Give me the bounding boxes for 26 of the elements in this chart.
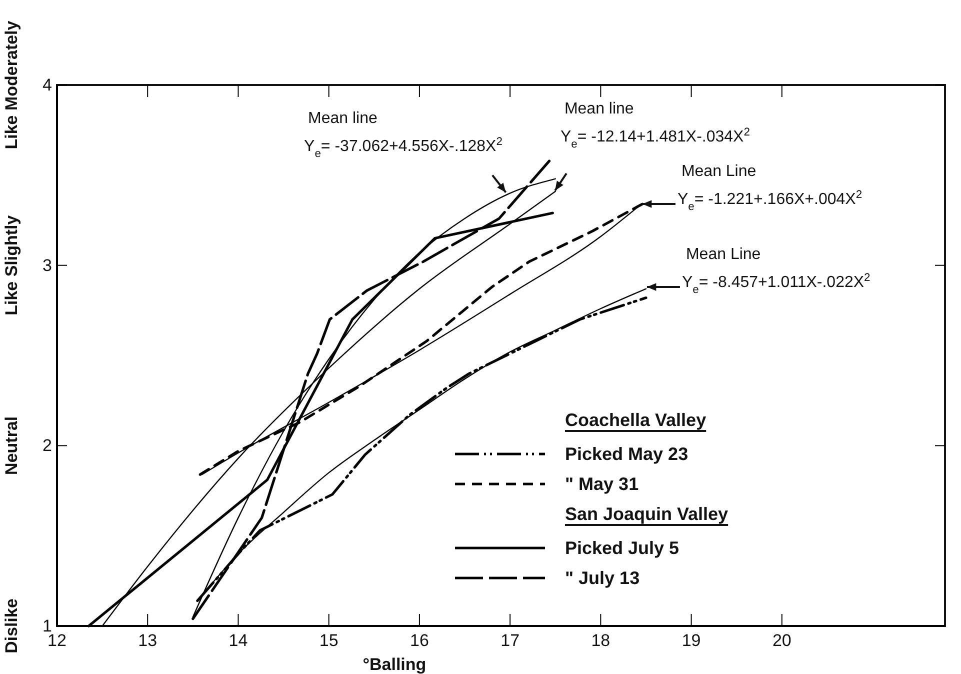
x-tick-label: 20 [772,631,792,650]
legend-label: Picked July 5 [565,538,680,558]
x-tick-label: 19 [682,631,701,650]
x-tick-label: 16 [410,631,429,650]
x-tick-label: 14 [228,631,248,650]
text: Like Moderately [2,20,21,150]
x-axis-title: °Balling [362,655,426,674]
legend-label: " May 31 [565,474,639,494]
x-tick-label: 13 [138,631,158,650]
text: Like Slightly [2,214,21,316]
x-tick-label: 15 [319,631,338,650]
x-tick-label: 18 [591,631,610,650]
legend-label: Picked May 23 [565,444,688,464]
y-tick-label: 4 [42,75,52,94]
y-tick-label: 2 [42,436,52,456]
annotation: Mean Line Y$_{e}$= -1.221+.166X+.004X$^{2}$ [677,163,862,214]
annotation: Mean line Y$_{e}$= -37.062+4.556X-.128X$^{2}$ [304,110,502,160]
x-tick-label: 17 [500,631,520,650]
annotation: Coachella Valley [565,410,706,430]
y-tick-label: 3 [42,256,52,275]
text: Neutral [2,416,21,475]
annotation: San Joaquin Valley [565,504,728,524]
text: Dislike [2,598,21,654]
legend-label: " July 13 [565,568,640,588]
annotation: Mean line Y$_{e}$= -12.14+1.481X-.034X$^{2}$ [560,100,750,150]
annotation: Mean Line Y$_{e}$= -8.457+1.011X-.022X$^{2}$ [682,246,870,296]
